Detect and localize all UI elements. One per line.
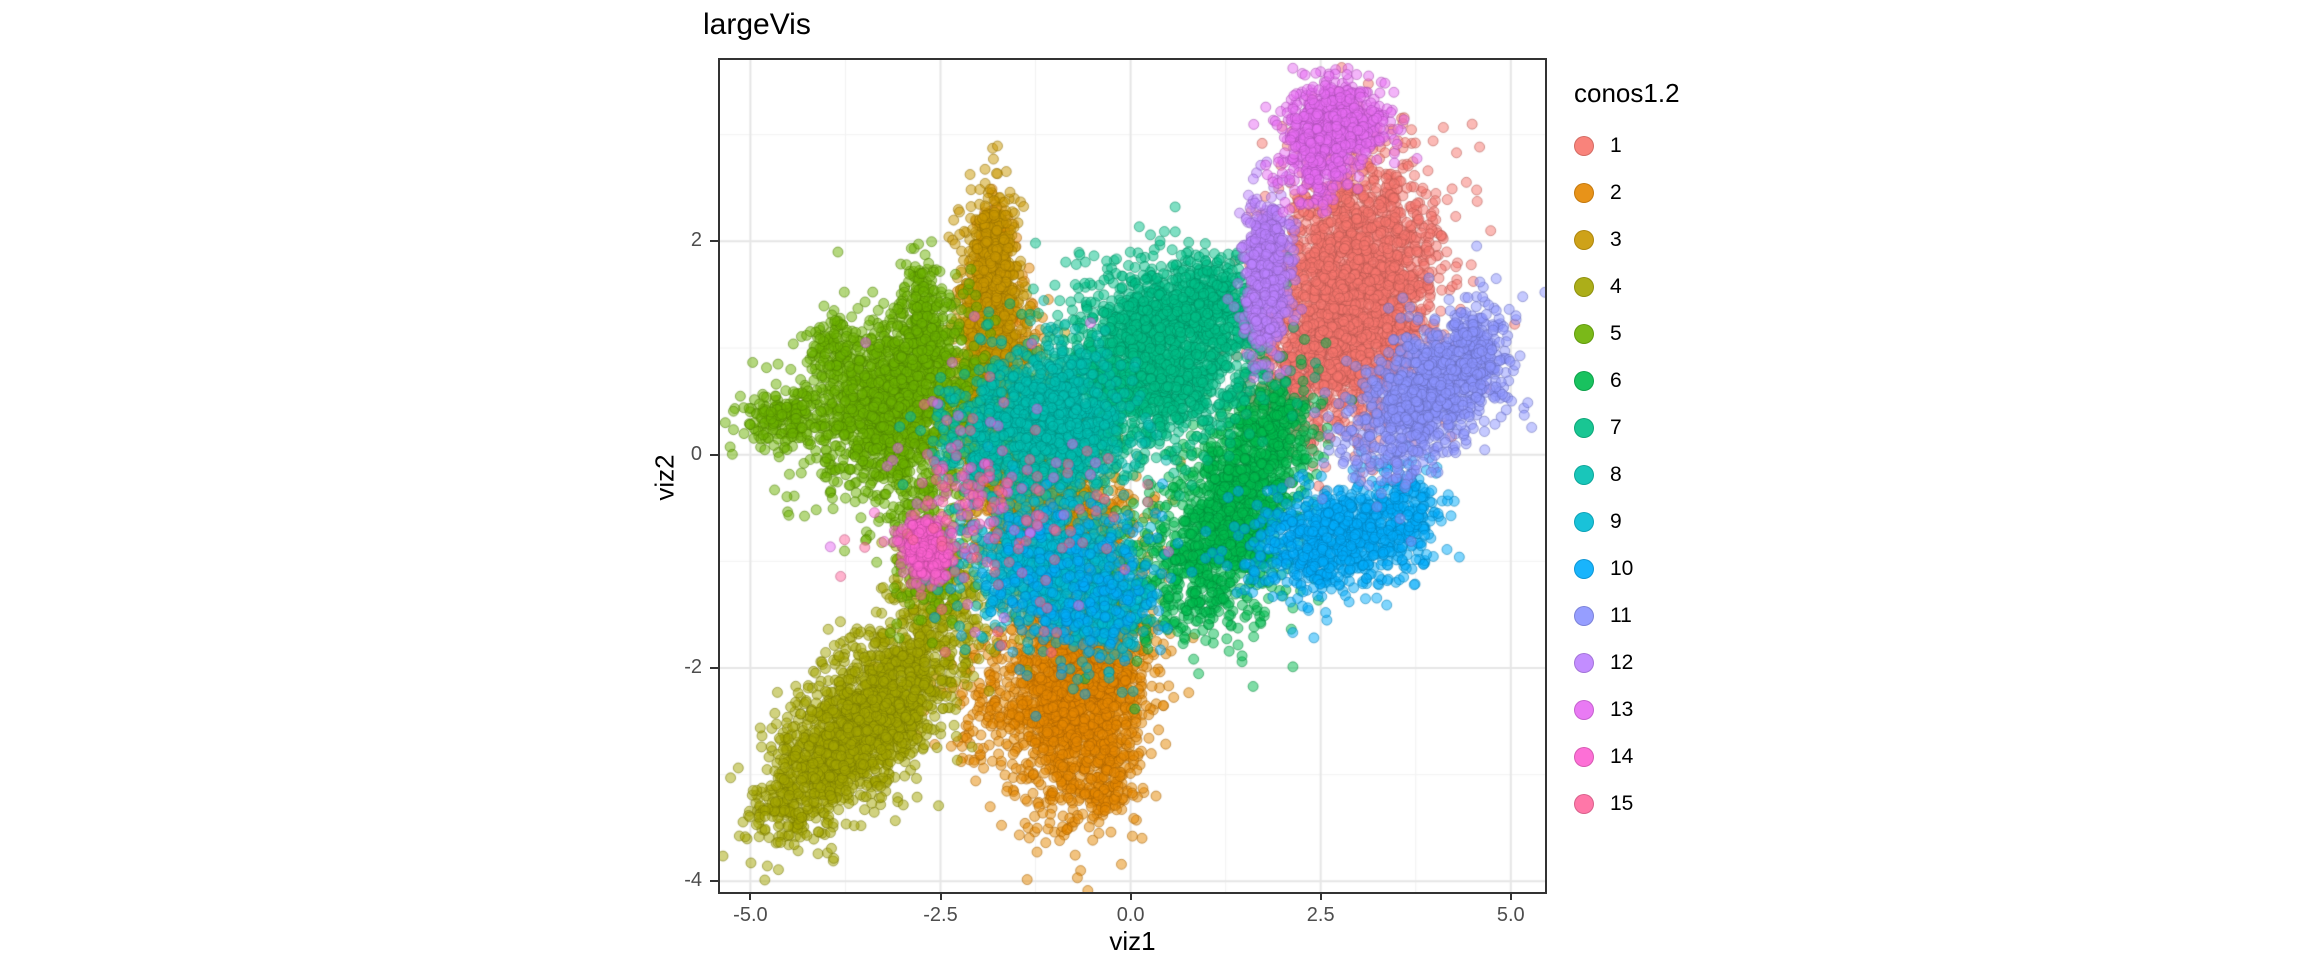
- legend-item: 2: [1574, 169, 1680, 216]
- legend-key-dot-icon: [1574, 370, 1594, 391]
- legend-item: 11: [1574, 592, 1680, 639]
- legend-key-dot-icon: [1574, 182, 1594, 203]
- legend-item-label: 7: [1610, 415, 1622, 439]
- y-tick-label: -2: [684, 656, 702, 678]
- y-tick-mark: [710, 240, 718, 243]
- legend-items: 1 2 3 4 5 6 7 8 9 10 11 12 13 14 15: [1574, 122, 1680, 827]
- legend-item: 10: [1574, 545, 1680, 592]
- legend-item: 3: [1574, 216, 1680, 263]
- y-tick-label: 2: [690, 229, 702, 252]
- x-tick-mark: [1509, 892, 1512, 900]
- legend-item-label: 14: [1610, 744, 1634, 768]
- legend-item-label: 12: [1610, 650, 1634, 674]
- x-tick-label: 0.0: [1116, 904, 1145, 926]
- x-tick-label: -2.5: [923, 904, 958, 926]
- legend-item-label: 10: [1610, 556, 1634, 580]
- legend-item: 8: [1574, 451, 1680, 498]
- legend-title: conos1.2: [1574, 78, 1680, 108]
- legend-item-label: 15: [1610, 791, 1634, 815]
- legend-key-dot-icon: [1574, 511, 1594, 532]
- legend-item-label: 3: [1610, 227, 1622, 251]
- x-tick-mark: [1319, 892, 1322, 900]
- legend-item: 7: [1574, 404, 1680, 451]
- legend-item-label: 13: [1610, 697, 1634, 721]
- y-tick-label: -4: [684, 869, 702, 892]
- legend-item: 15: [1574, 780, 1680, 827]
- y-tick-mark: [710, 667, 718, 669]
- legend-key-dot-icon: [1574, 276, 1594, 297]
- y-tick-mark: [710, 453, 718, 456]
- legend-item-label: 11: [1610, 603, 1632, 627]
- legend-item: 13: [1574, 686, 1680, 733]
- legend-item: 9: [1574, 498, 1680, 545]
- legend-key-dot-icon: [1574, 464, 1594, 485]
- x-tick-label: 5.0: [1496, 904, 1525, 926]
- y-tick-label: 0: [690, 442, 702, 465]
- legend-key-dot-icon: [1574, 793, 1594, 814]
- x-tick-label: -5.0: [733, 904, 768, 926]
- x-tick-mark: [1129, 892, 1132, 900]
- legend-item: 14: [1574, 733, 1680, 780]
- legend-item-label: 5: [1610, 321, 1622, 345]
- legend-item: 6: [1574, 357, 1680, 404]
- legend-item-label: 1: [1610, 133, 1622, 157]
- legend-key-dot-icon: [1574, 652, 1594, 673]
- legend-item-label: 6: [1610, 368, 1622, 392]
- legend-key-dot-icon: [1574, 699, 1594, 720]
- legend-item: 4: [1574, 263, 1680, 310]
- x-tick-mark: [939, 892, 942, 900]
- legend-key-dot-icon: [1574, 746, 1594, 767]
- y-tick-mark: [710, 880, 718, 883]
- plot-title: largeVis: [703, 8, 811, 41]
- legend-item: 5: [1574, 310, 1680, 357]
- legend-item-label: 4: [1610, 274, 1622, 298]
- legend: conos1.2 1 2 3 4 5 6 7 8 9 10 11 12 13 14 15: [1574, 78, 1680, 827]
- legend-key-dot-icon: [1574, 558, 1594, 579]
- legend-key-dot-icon: [1574, 135, 1594, 156]
- legend-key-dot-icon: [1574, 417, 1594, 438]
- legend-item-label: 8: [1610, 462, 1622, 486]
- legend-item: 12: [1574, 639, 1680, 686]
- legend-item: 1: [1574, 122, 1680, 169]
- legend-item-label: 2: [1610, 180, 1622, 204]
- x-axis-label: viz1: [1109, 926, 1156, 956]
- scatter-canvas: [720, 60, 1545, 892]
- legend-item-label: 9: [1610, 509, 1622, 533]
- y-axis-label: viz2: [649, 454, 680, 501]
- legend-key-dot-icon: [1574, 323, 1594, 344]
- x-tick-mark: [749, 892, 752, 900]
- legend-key-dot-icon: [1574, 229, 1594, 250]
- legend-key-dot-icon: [1574, 605, 1594, 626]
- x-tick-label: 2.5: [1306, 904, 1335, 926]
